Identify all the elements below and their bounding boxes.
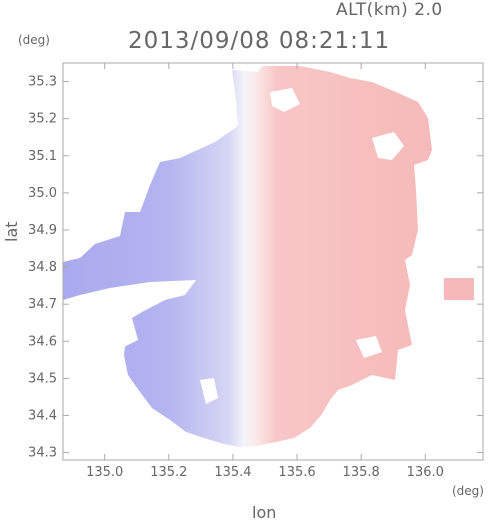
y-tick-label: 34.6 — [28, 334, 57, 349]
echo-gap — [104, 318, 138, 350]
y-tick-label: 35.0 — [28, 186, 57, 201]
echo-gap — [270, 88, 300, 112]
x-tick-label: 135.4 — [214, 465, 251, 480]
x-unit-label: (deg) — [452, 484, 484, 498]
echo-gap — [356, 336, 382, 358]
altitude-label: ALT(km) 2.0 — [336, 0, 443, 20]
echo-fragment — [444, 278, 474, 300]
y-tick-label: 35.3 — [28, 75, 57, 90]
y-tick-label: 34.4 — [28, 408, 57, 423]
x-tick-label: 135.6 — [278, 465, 315, 480]
y-tick-label: 34.9 — [28, 223, 57, 238]
echo-gap — [200, 378, 218, 404]
x-tick-label: 135.0 — [86, 465, 123, 480]
y-tick-label: 34.5 — [28, 371, 57, 386]
y-tick-label: 34.7 — [28, 297, 57, 312]
y-ticks: 34.3 34.4 34.5 34.6 34.7 34.8 34.9 35.0 35.1 35.2… — [28, 75, 483, 461]
y-tick-label: 35.1 — [28, 149, 57, 164]
radar-echo-area — [63, 66, 474, 447]
y-tick-label: 34.3 — [28, 446, 57, 461]
x-tick-label: 136.0 — [407, 465, 444, 480]
x-axis-label: lon — [252, 503, 277, 522]
timestamp-title: 2013/09/08 08:21:11 — [128, 28, 391, 54]
plot-frame — [62, 62, 484, 461]
x-tick-label: 135.8 — [343, 465, 380, 480]
echo-gap — [372, 132, 404, 160]
y-tick-label: 34.8 — [28, 260, 57, 275]
echo-region — [63, 66, 432, 447]
x-ticks: 135.0 135.2 135.4 135.6 135.8 136.0 — [86, 63, 444, 480]
y-unit-label: (deg) — [18, 33, 50, 47]
y-tick-label: 35.2 — [28, 112, 57, 127]
x-tick-label: 135.2 — [150, 465, 187, 480]
